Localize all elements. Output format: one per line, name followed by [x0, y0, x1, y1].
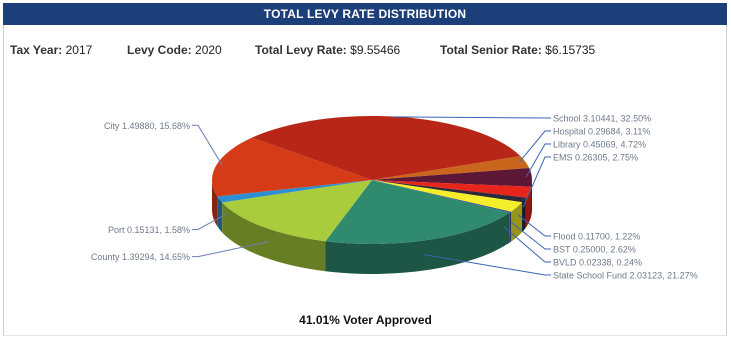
pie-slice-8: [217, 180, 372, 203]
label-leader-9: [192, 124, 223, 166]
slice-label-5: BVLD 0.02338, 0.24%: [553, 258, 642, 268]
total-levy-info: Total Levy Rate: $9.55466: [255, 43, 400, 57]
label-leader-2: [522, 156, 551, 208]
pie-side-walls: [212, 180, 532, 274]
senior-rate-info: Total Senior Rate: $6.15735: [440, 43, 595, 57]
slice-label-1: Library 0.45069, 4.72%: [553, 140, 646, 150]
pie-labels: School 3.10441, 32.50% Hospital 0.29684, …: [91, 114, 698, 281]
slice-label-0: Hospital 0.29684, 3.11%: [553, 127, 650, 137]
levy-code-info: Levy Code: 2020: [127, 43, 222, 57]
pie-slice-6: [325, 180, 510, 244]
pie-slice-10: [251, 116, 521, 180]
label-leader-6: [423, 254, 551, 276]
tax-year-label: Tax Year:: [10, 43, 63, 57]
pie-side-7: [222, 202, 326, 272]
total-levy-label: Total Levy Rate:: [255, 43, 347, 57]
pie-slice-0: [372, 156, 530, 180]
pie-side-8: [217, 196, 223, 233]
chart-title: TOTAL LEVY RATE DISTRIBUTION: [263, 7, 467, 21]
levy-code-value: 2020: [195, 43, 222, 57]
slice-label-9: City 1.49880, 15.68%: [104, 121, 190, 131]
slice-label-4: BST 0.25000, 2.62%: [553, 245, 636, 255]
pie-side-5: [509, 211, 511, 243]
voter-approved-text: 41.01% Voter Approved: [299, 313, 432, 327]
pie-slice-2: [372, 180, 532, 198]
chart-title-bar: TOTAL LEVY RATE DISTRIBUTION: [3, 3, 727, 25]
slice-label-10: School 3.10441, 32.50%: [553, 114, 651, 124]
slice-label-7: County 1.39294, 14.65%: [91, 252, 190, 262]
senior-rate-label: Total Senior Rate:: [440, 43, 542, 57]
pie-slice-3: [372, 180, 526, 203]
pie-side-6: [325, 212, 510, 274]
slice-label-3: Flood 0.11700, 1.22%: [553, 232, 640, 242]
tax-year-value: 2017: [65, 43, 93, 57]
tax-year-info: Tax Year: 2017: [10, 43, 92, 57]
pie-side-4: [510, 202, 523, 242]
pie-slice-9: [212, 137, 372, 197]
pie-slices: [212, 116, 533, 244]
slice-label-8: Port 0.15131, 1.58%: [108, 225, 190, 235]
label-leader-3: [517, 214, 551, 237]
pie-slice-4: [372, 180, 523, 212]
label-leader-0: [519, 130, 551, 163]
label-leader-1: [525, 143, 551, 178]
label-leader-8: [192, 214, 226, 230]
total-levy-value: $9.55466: [350, 43, 401, 57]
pie-slice-1: [372, 167, 533, 187]
slice-label-6: State School Fund 2.03123, 21.27%: [553, 271, 698, 281]
senior-rate-value: $6.15735: [545, 43, 596, 57]
label-leader-5: [504, 226, 551, 263]
pie-slice-7: [222, 180, 372, 242]
levy-code-label: Levy Code:: [127, 43, 192, 57]
label-leader-7: [192, 241, 269, 258]
slice-label-2: EMS 0.26305, 2.75%: [553, 153, 638, 163]
pie-slice-5: [372, 180, 511, 213]
label-leader-10: [392, 116, 551, 119]
label-leader-4: [510, 221, 551, 250]
pie-side-9: [212, 180, 218, 227]
